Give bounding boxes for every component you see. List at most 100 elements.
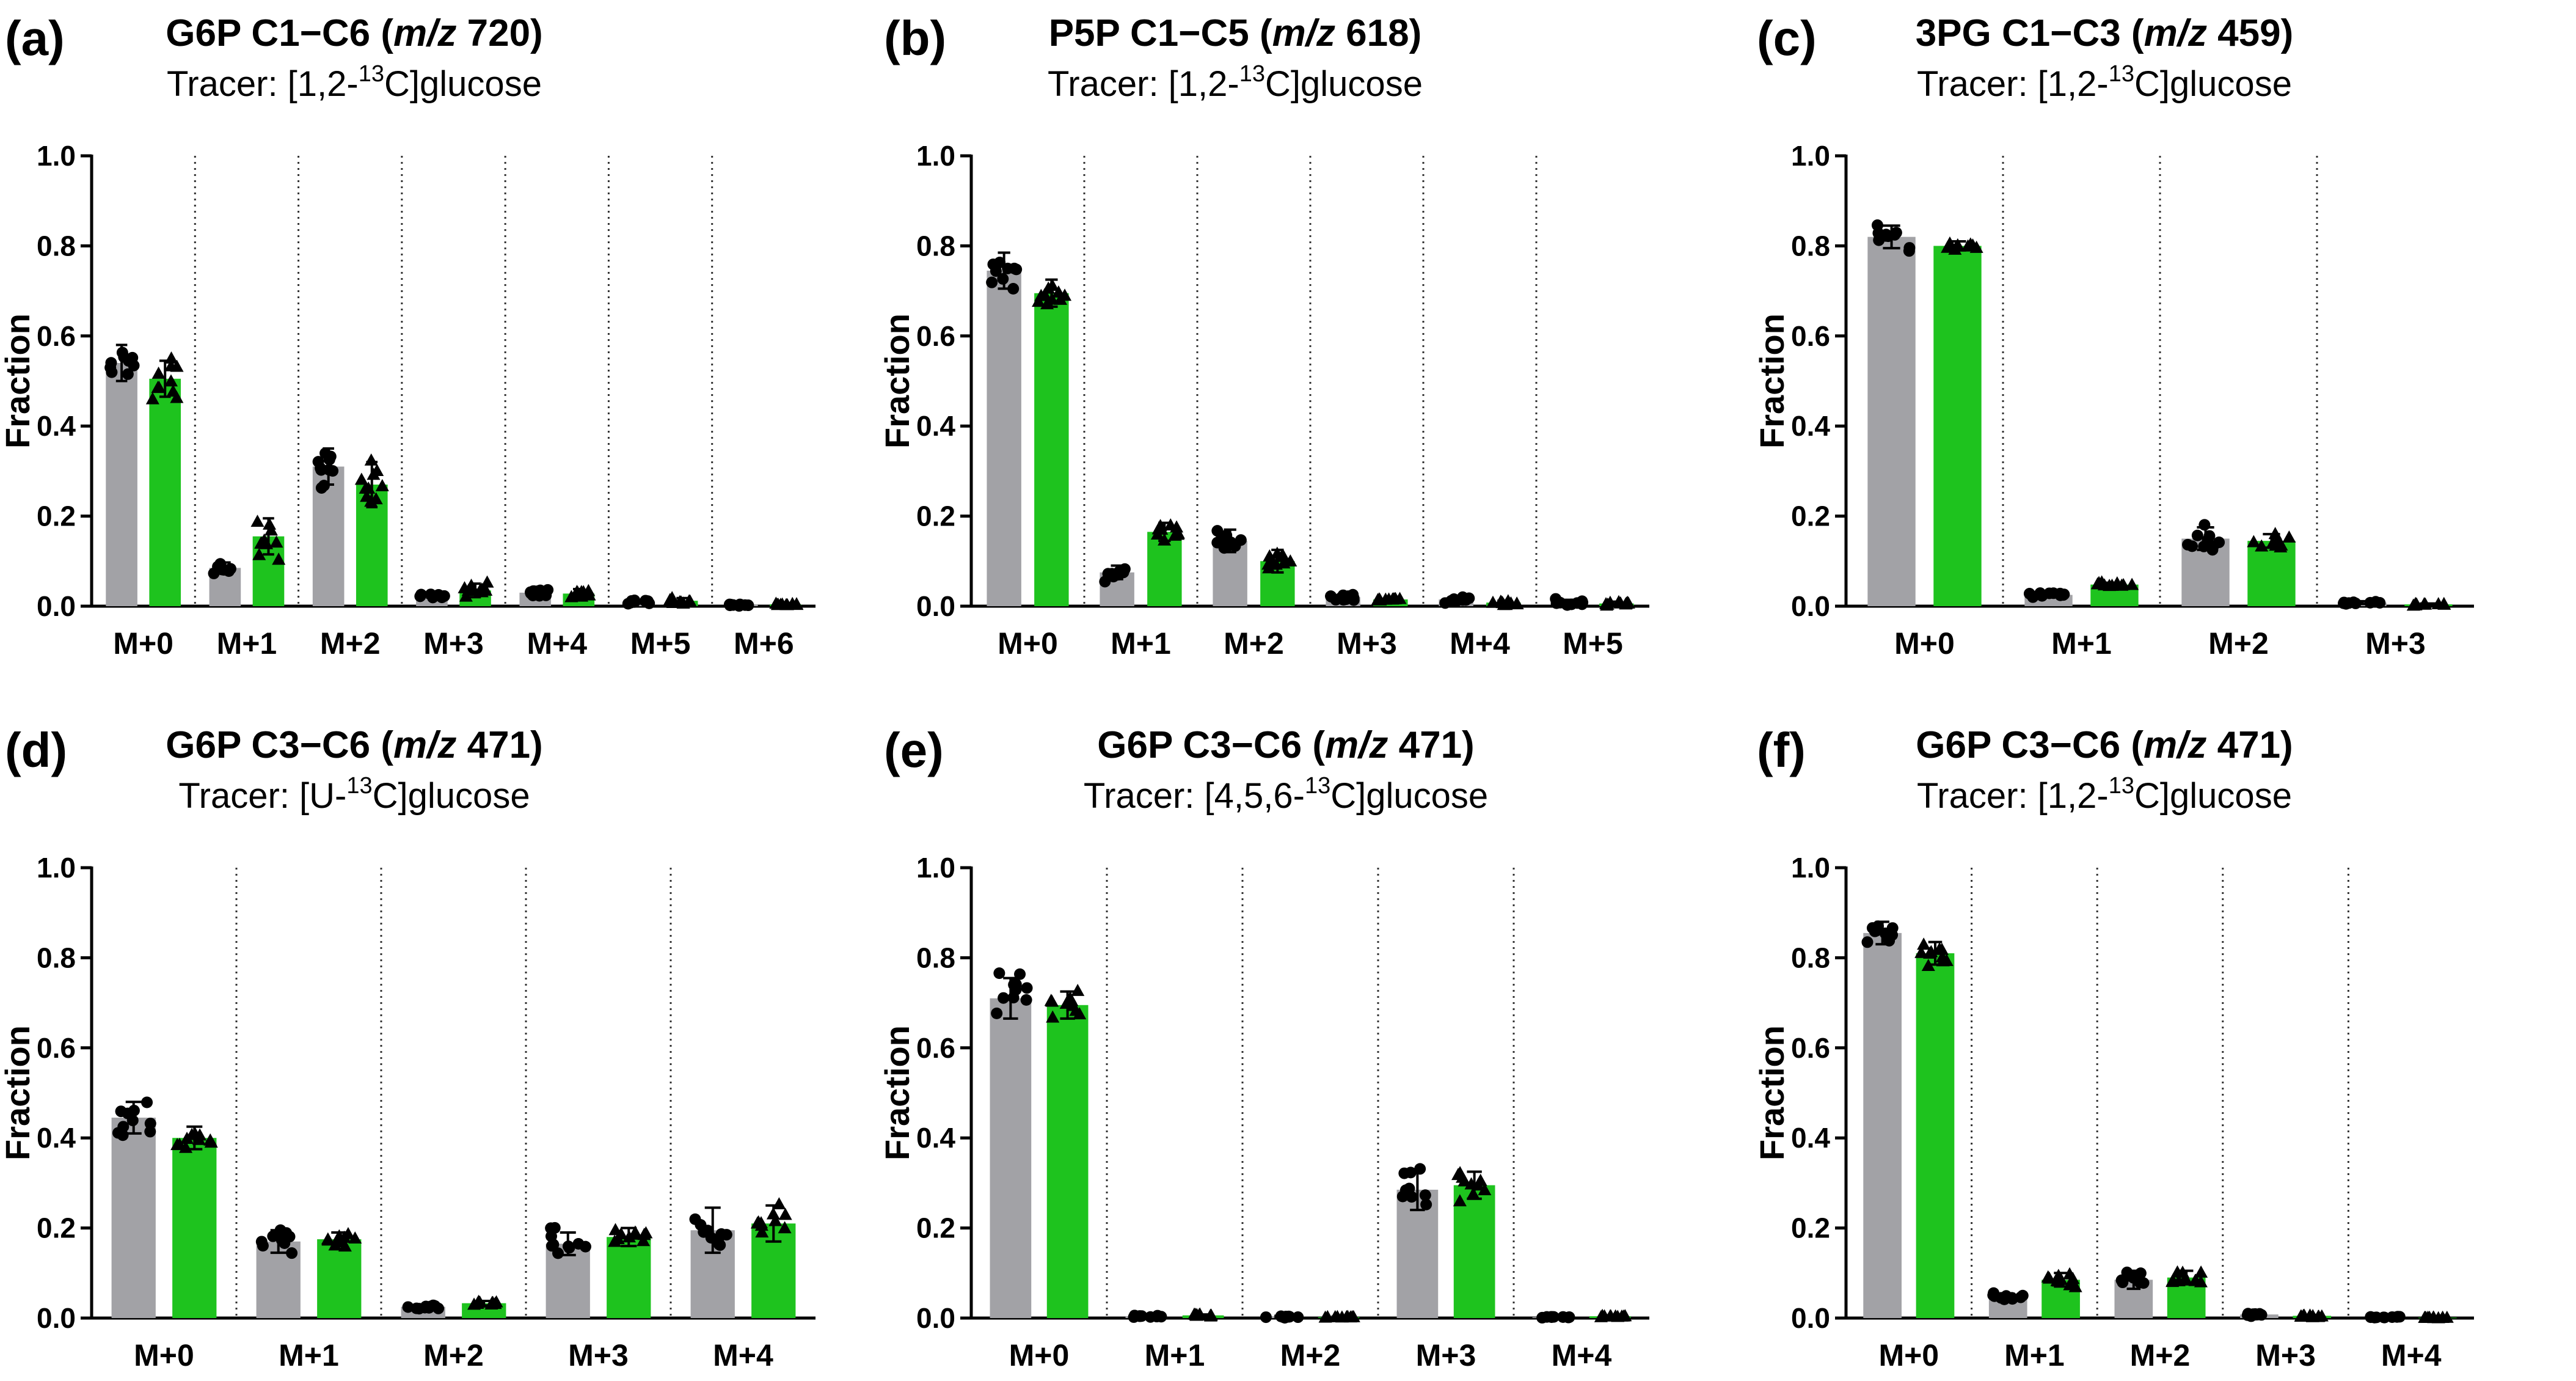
- y-tick-label: 0.4: [37, 410, 76, 442]
- data-point: [1007, 283, 1020, 295]
- data-point: [1453, 1194, 1467, 1207]
- data-point: [1032, 295, 1046, 307]
- x-tick-label: M+1: [217, 626, 277, 661]
- bar-treated-Mplus0: [1916, 953, 1955, 1318]
- panel-c: (c) 3PG C1−C3 (m/z 459) Tracer: [1,2-13C]g…: [1753, 11, 2474, 661]
- data-point: [1950, 238, 1965, 251]
- bar-treated-Mplus3: [607, 1237, 651, 1318]
- data-point: [1550, 597, 1563, 609]
- data-point: [1451, 1168, 1465, 1181]
- data-point: [1923, 946, 1937, 959]
- data-point: [1279, 1312, 1291, 1324]
- data-point: [164, 374, 178, 387]
- y-tick-label: 1.0: [1791, 140, 1830, 172]
- data-point: [1211, 537, 1224, 549]
- data-point: [1466, 1187, 1480, 1200]
- data-point: [1420, 1198, 1432, 1211]
- tracer-subtitle: Tracer: [U-13C]glucose: [178, 773, 530, 816]
- data-point: [1371, 593, 1385, 606]
- data-point: [1099, 576, 1111, 588]
- y-axis-label: Fraction: [0, 1025, 37, 1160]
- data-point: [2041, 1270, 2055, 1283]
- tracer-subtitle: Tracer: [1,2-13C]glucose: [1917, 61, 2292, 104]
- bar-control-Mplus0: [111, 1118, 156, 1318]
- data-point: [1235, 534, 1247, 546]
- data-point: [1961, 239, 1975, 252]
- data-point: [166, 384, 180, 397]
- data-point: [713, 1238, 725, 1250]
- data-point: [2421, 1310, 2435, 1323]
- data-point: [1155, 1311, 1167, 1323]
- data-point: [1203, 1308, 1217, 1321]
- data-point: [1917, 937, 1931, 950]
- data-point: [2097, 578, 2111, 591]
- y-tick-label: 0.8: [37, 942, 76, 973]
- data-point: [402, 1301, 414, 1313]
- data-point: [480, 575, 494, 588]
- y-tick-label: 0.0: [37, 1302, 76, 1334]
- data-point: [778, 1221, 792, 1234]
- data-point: [2189, 1273, 2203, 1286]
- y-tick-label: 1.0: [916, 852, 955, 884]
- data-point: [1486, 595, 1500, 608]
- data-point: [772, 1197, 786, 1210]
- data-point: [467, 1297, 481, 1310]
- data-point: [2117, 577, 2131, 590]
- data-point: [164, 359, 178, 372]
- chart-title: G6P C1−C6 (m/z 720): [166, 12, 542, 54]
- data-point: [415, 588, 427, 601]
- tracer-subtitle: Tracer: [1,2-13C]glucose: [1048, 61, 1423, 104]
- data-point: [993, 967, 1005, 980]
- data-point: [778, 1207, 792, 1220]
- x-tick-label: M+3: [568, 1338, 629, 1372]
- data-point: [754, 1216, 768, 1229]
- data-point: [2198, 519, 2211, 531]
- data-point: [998, 992, 1010, 1004]
- data-point: [542, 584, 554, 596]
- data-point: [1921, 959, 1935, 972]
- panel-label: (f): [1757, 723, 1806, 777]
- data-point: [733, 600, 745, 612]
- bar-treated-Mplus3: [1453, 1185, 1495, 1318]
- data-point: [2006, 1293, 2018, 1305]
- data-point: [779, 598, 794, 610]
- data-point: [2191, 529, 2203, 541]
- data-point: [1600, 598, 1614, 611]
- data-point: [720, 1229, 732, 1241]
- data-point: [664, 595, 678, 607]
- x-tick-label: M+5: [630, 626, 691, 661]
- chart-title: G6P C3−C6 (m/z 471): [1097, 724, 1474, 766]
- data-point: [1128, 1311, 1140, 1323]
- data-point: [1883, 934, 1896, 947]
- data-point: [698, 1226, 710, 1238]
- data-point: [2115, 1274, 2128, 1286]
- data-point: [1220, 529, 1233, 541]
- data-point: [459, 589, 473, 602]
- data-point: [2134, 1267, 2147, 1280]
- bar-control-Mplus0: [990, 998, 1032, 1318]
- data-point: [1263, 549, 1277, 562]
- data-point: [2194, 1265, 2208, 1278]
- data-point: [151, 366, 166, 379]
- data-point: [2409, 598, 2423, 610]
- data-point: [1348, 592, 1360, 604]
- data-point: [375, 478, 389, 491]
- data-point: [1021, 982, 1033, 994]
- data-point: [1044, 994, 1058, 1006]
- data-point: [348, 1231, 362, 1244]
- data-point: [1914, 945, 1928, 958]
- data-point: [1903, 242, 1916, 254]
- data-point: [1260, 1311, 1272, 1324]
- data-point: [250, 515, 265, 527]
- data-point: [369, 492, 383, 505]
- data-point: [338, 1239, 352, 1252]
- data-point: [552, 1247, 564, 1259]
- bar-treated-Mplus0: [1034, 293, 1069, 606]
- data-point: [105, 357, 117, 369]
- data-point: [1113, 566, 1125, 578]
- data-point: [1053, 292, 1067, 305]
- x-tick-label: M+0: [1894, 626, 1955, 661]
- data-point: [286, 1247, 298, 1259]
- tracer-subtitle: Tracer: [1,2-13C]glucose: [1917, 773, 2292, 816]
- data-point: [1501, 594, 1515, 607]
